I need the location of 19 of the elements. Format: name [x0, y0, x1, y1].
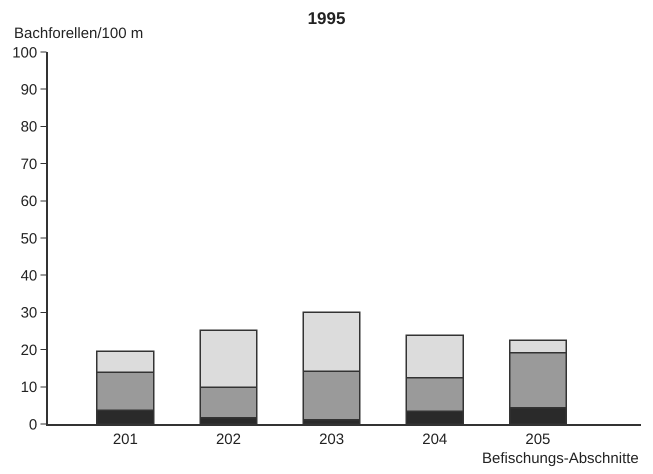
y-tick-label: 10 [20, 379, 38, 396]
y-tick-label: 80 [20, 118, 38, 136]
y-tick-label: 50 [20, 230, 38, 248]
y-tick-label: 100 [12, 44, 38, 62]
y-tick-label: 60 [20, 193, 38, 210]
y-tick-label: 20 [20, 342, 38, 359]
y-tick-label: 0 [28, 416, 38, 434]
x-tick-label: 204 [422, 430, 448, 448]
y-axis-title: Bachforellen/100 m [14, 25, 144, 42]
y-tick-label: 40 [20, 267, 38, 284]
x-axis-title: Befischungs-Abschnitte [482, 450, 639, 467]
x-tick-label: 201 [112, 430, 138, 448]
chart-title: 1995 [308, 8, 346, 28]
y-tick-label: 70 [20, 156, 38, 173]
x-tick-label: 202 [216, 430, 241, 448]
y-tick-label: 90 [20, 81, 38, 98]
x-tick-label: 205 [525, 430, 550, 448]
y-tick-label: 30 [20, 304, 38, 322]
x-tick-label: 203 [319, 430, 344, 448]
